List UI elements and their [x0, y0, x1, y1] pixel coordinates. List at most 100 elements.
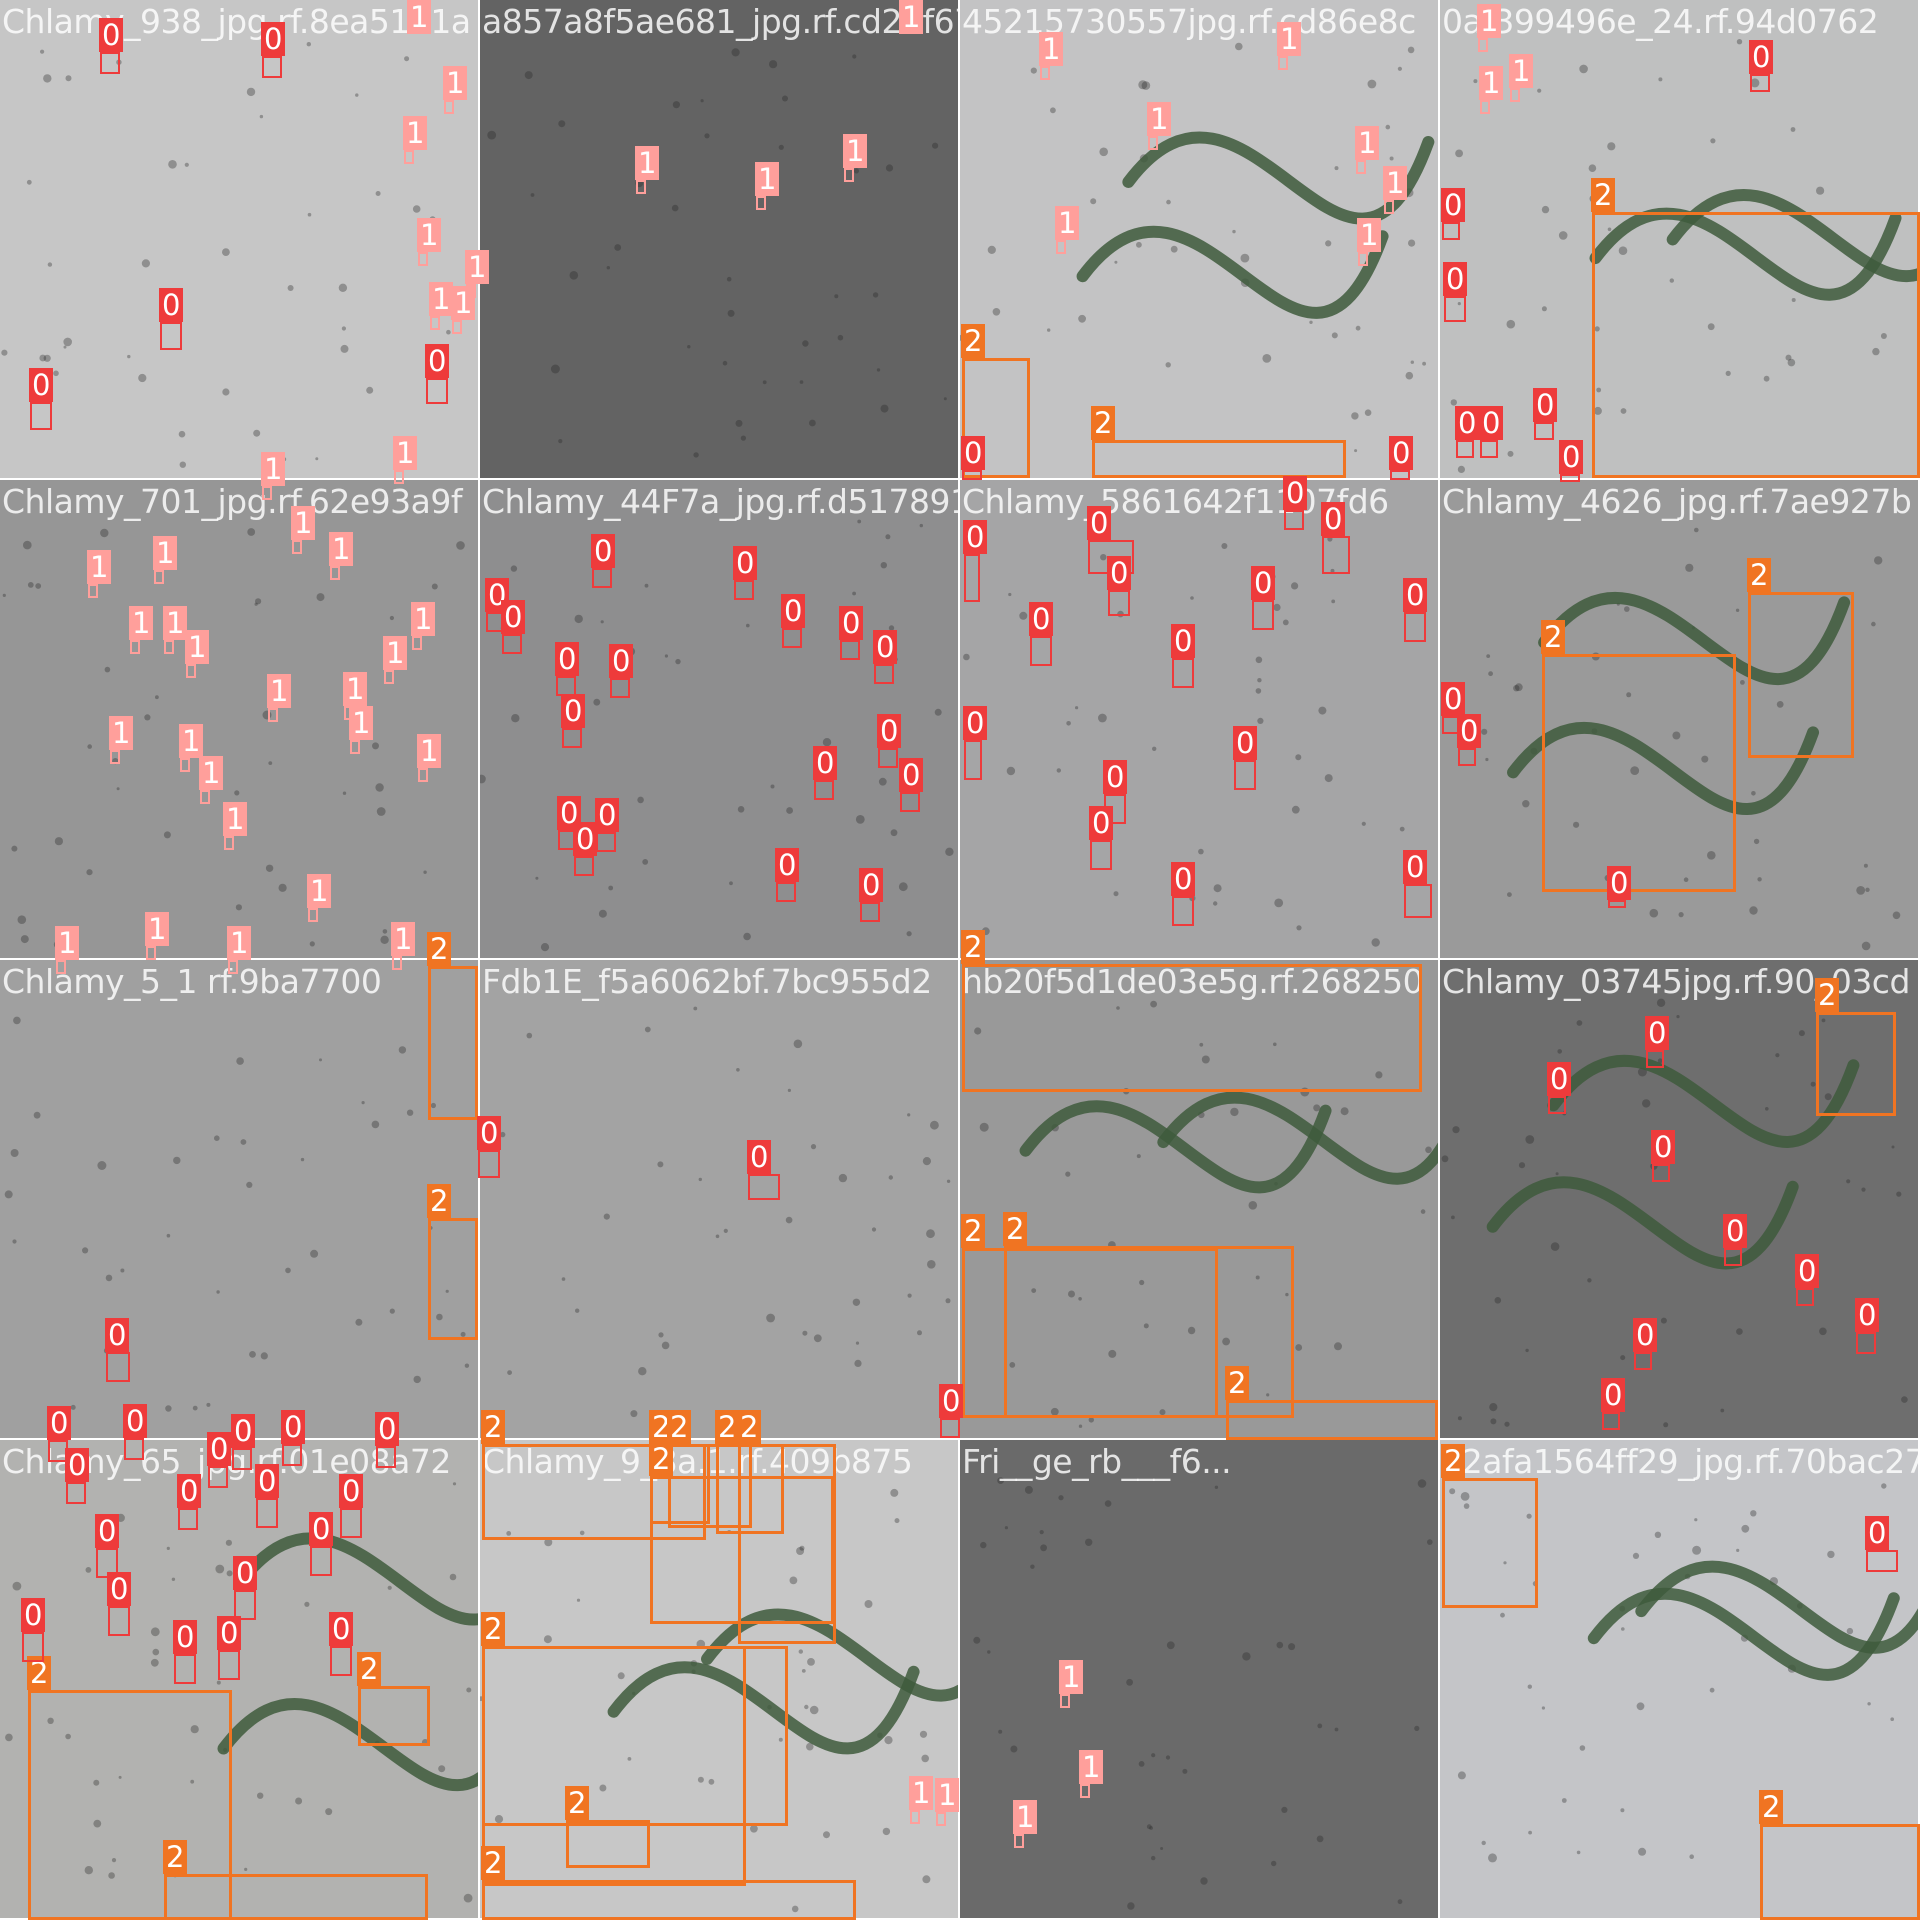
cell-dot: [735, 419, 743, 427]
cell-dot: [888, 1175, 893, 1180]
detection-box-class-0: [178, 1508, 198, 1530]
cell-dot: [617, 1672, 625, 1680]
detection-class-label: 0: [1633, 1318, 1658, 1352]
tile-2: a857a8f5ae681_jpg.rf.cd20f67: [480, 0, 960, 480]
cell-dot: [268, 761, 273, 765]
cell-dot: [510, 565, 518, 572]
detection-class-label: 0: [839, 606, 864, 640]
detection-box-class-1: [186, 664, 196, 678]
cell-dot: [798, 1649, 803, 1654]
cell-dot: [1030, 67, 1037, 74]
cell-dot: [1266, 1393, 1270, 1397]
cell-dot: [1367, 79, 1377, 89]
detection-box-class-0: [330, 1646, 352, 1676]
cell-dot: [190, 1725, 199, 1734]
cell-dot: [1541, 205, 1550, 214]
detection-box-class-1: [110, 750, 120, 764]
detection-box-class-1: [228, 960, 238, 974]
detection-class-label: 2: [1003, 1212, 1028, 1246]
cell-dot: [1199, 1042, 1204, 1047]
filament-alga: [1486, 1176, 1799, 1270]
cell-dot: [10, 1149, 19, 1157]
cell-dot: [614, 244, 622, 251]
detection-box-class-0: [1442, 222, 1460, 240]
cell-dot: [84, 1866, 94, 1875]
detection-box-class-0: [218, 1650, 240, 1680]
cell-dot: [973, 1636, 981, 1644]
cell-dot: [599, 1784, 607, 1792]
detection-box-class-0: [106, 1352, 130, 1382]
cell-dot: [770, 784, 775, 789]
cell-dot: [1861, 1187, 1866, 1192]
cell-dot: [1457, 302, 1461, 306]
cell-dot: [361, 1101, 365, 1105]
cell-dot: [371, 1120, 380, 1129]
cell-dot: [1741, 1524, 1750, 1533]
detection-class-label: 0: [501, 600, 526, 634]
cell-dot: [593, 698, 601, 706]
detection-box-class-0: [282, 1444, 302, 1466]
detection-class-label: 1: [935, 1778, 960, 1812]
tile-7: Chlamy_5861642f1107fd6: [960, 480, 1440, 960]
cell-dot: [1867, 1702, 1871, 1706]
cell-dot: [1579, 64, 1588, 74]
cell-dot: [171, 1577, 176, 1581]
cell-dot: [823, 1831, 830, 1839]
cell-dot: [1649, 908, 1659, 918]
detection-box-class-1: [180, 758, 190, 772]
cell-dot: [1787, 358, 1796, 367]
cell-dot: [1004, 1526, 1008, 1530]
detection-class-label: 1: [109, 716, 134, 750]
cell-dot: [380, 935, 389, 944]
detection-box-class-0: [1560, 474, 1580, 482]
cell-dot: [225, 1539, 232, 1546]
cell-dot: [1827, 1550, 1835, 1559]
cell-dot: [340, 344, 349, 353]
detection-class-label: 2: [481, 1612, 506, 1646]
detection-class-label: 1: [261, 452, 286, 486]
detection-box-class-2: [428, 966, 478, 1120]
filament-alga: [1547, 1054, 1860, 1148]
cell-dot: [464, 1363, 470, 1368]
cell-dot: [1141, 81, 1151, 90]
detection-class-label: 2: [1541, 620, 1566, 654]
detection-box-class-1: [1510, 88, 1520, 102]
cell-dot: [1896, 1191, 1902, 1197]
detection-box-class-0: [610, 678, 630, 698]
detection-class-label: 0: [261, 22, 286, 56]
cell-dot: [1846, 1179, 1851, 1184]
cell-dot: [430, 1102, 436, 1109]
cell-dot: [1150, 1000, 1157, 1008]
cell-dot: [693, 1006, 698, 1011]
cell-dot: [1334, 1727, 1339, 1732]
cell-dot: [1088, 1417, 1094, 1423]
detection-class-label: 0: [309, 1512, 334, 1546]
detection-box-class-0: [66, 1482, 86, 1504]
cell-dot: [543, 1635, 552, 1644]
detection-box-class-0: [340, 1508, 362, 1538]
cell-dot: [1457, 1771, 1466, 1780]
detection-class-label: 0: [29, 368, 54, 402]
filament-alga: [1076, 225, 1389, 319]
cell-dot: [20, 935, 29, 944]
cell-dot: [466, 1687, 472, 1693]
detection-box-class-1: [350, 740, 360, 754]
cell-dot: [1776, 701, 1784, 708]
cell-dot: [304, 1601, 310, 1607]
cell-dot: [1143, 1323, 1149, 1329]
cell-dot: [1451, 1215, 1455, 1220]
detection-box-class-0: [1866, 1550, 1898, 1572]
detection-box-class-2: [482, 1444, 706, 1540]
cell-dot: [1672, 731, 1681, 740]
cell-dot: [1397, 66, 1402, 71]
detection-class-label: 2: [667, 1410, 692, 1444]
detection-box-class-0: [502, 634, 522, 654]
detection-class-label: 1: [1013, 1800, 1038, 1834]
detection-box-class-2: [1760, 1824, 1920, 1920]
cell-dot: [1100, 554, 1107, 561]
detection-class-label: 1: [185, 630, 210, 664]
cell-dot: [1410, 360, 1414, 364]
cell-dot: [216, 1290, 220, 1294]
cell-dot: [43, 74, 52, 83]
cell-dot: [1881, 1483, 1887, 1489]
